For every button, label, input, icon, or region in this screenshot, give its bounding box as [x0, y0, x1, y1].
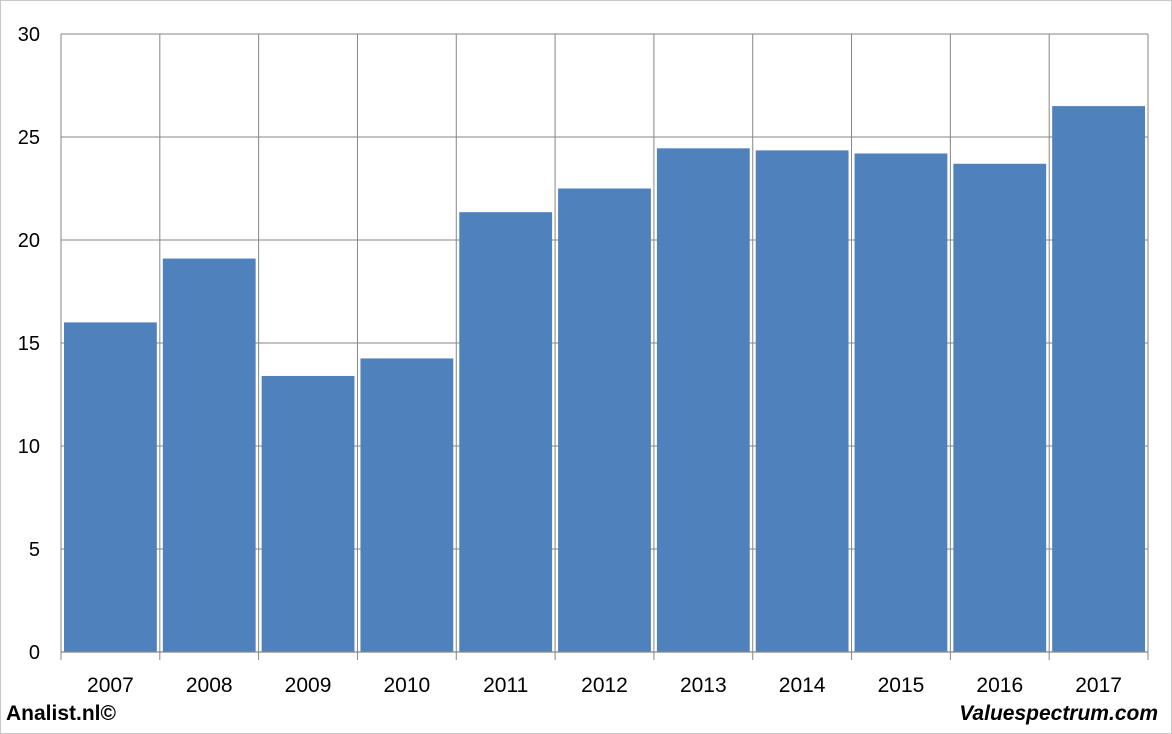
bar: [360, 358, 454, 652]
bar: [656, 148, 750, 652]
x-tick-label: 2009: [285, 674, 332, 697]
x-tick-label: 2017: [1075, 674, 1122, 697]
x-tick-label: 2015: [878, 674, 925, 697]
bar: [64, 322, 157, 652]
bar: [755, 150, 849, 652]
x-tick-label: 2007: [87, 674, 134, 697]
x-tick-label: 2010: [384, 674, 431, 697]
x-tick-label: 2013: [680, 674, 727, 697]
x-tick-label: 2012: [581, 674, 628, 697]
axis-layer: 0 5 10 15 20 25 30 2007 2008 2009 2010 2011 2012 2013…: [18, 24, 1148, 697]
bar: [162, 258, 256, 652]
bar: [558, 188, 651, 652]
x-tick-label: 2008: [186, 674, 233, 697]
footer-source-left: Analist.nl©: [6, 702, 116, 725]
x-tick-label: 2014: [779, 674, 826, 697]
x-tick-label: 2016: [976, 674, 1023, 697]
y-tick-label: 0: [29, 642, 40, 664]
bar: [261, 375, 355, 652]
y-tick-label: 5: [29, 539, 40, 561]
y-tick-label: 20: [18, 230, 40, 252]
y-tick-label: 15: [18, 333, 40, 355]
footer-source-right: Valuespectrum.com: [959, 702, 1158, 725]
y-tick-label: 30: [18, 24, 40, 46]
y-tick-label: 10: [18, 436, 40, 458]
bar: [953, 163, 1047, 652]
y-tick-label: 25: [18, 127, 40, 149]
bar-layer: [64, 106, 1145, 653]
bar: [1052, 106, 1145, 653]
x-tick-label: 2011: [483, 674, 528, 697]
bar: [459, 212, 553, 652]
bar: [854, 153, 948, 653]
